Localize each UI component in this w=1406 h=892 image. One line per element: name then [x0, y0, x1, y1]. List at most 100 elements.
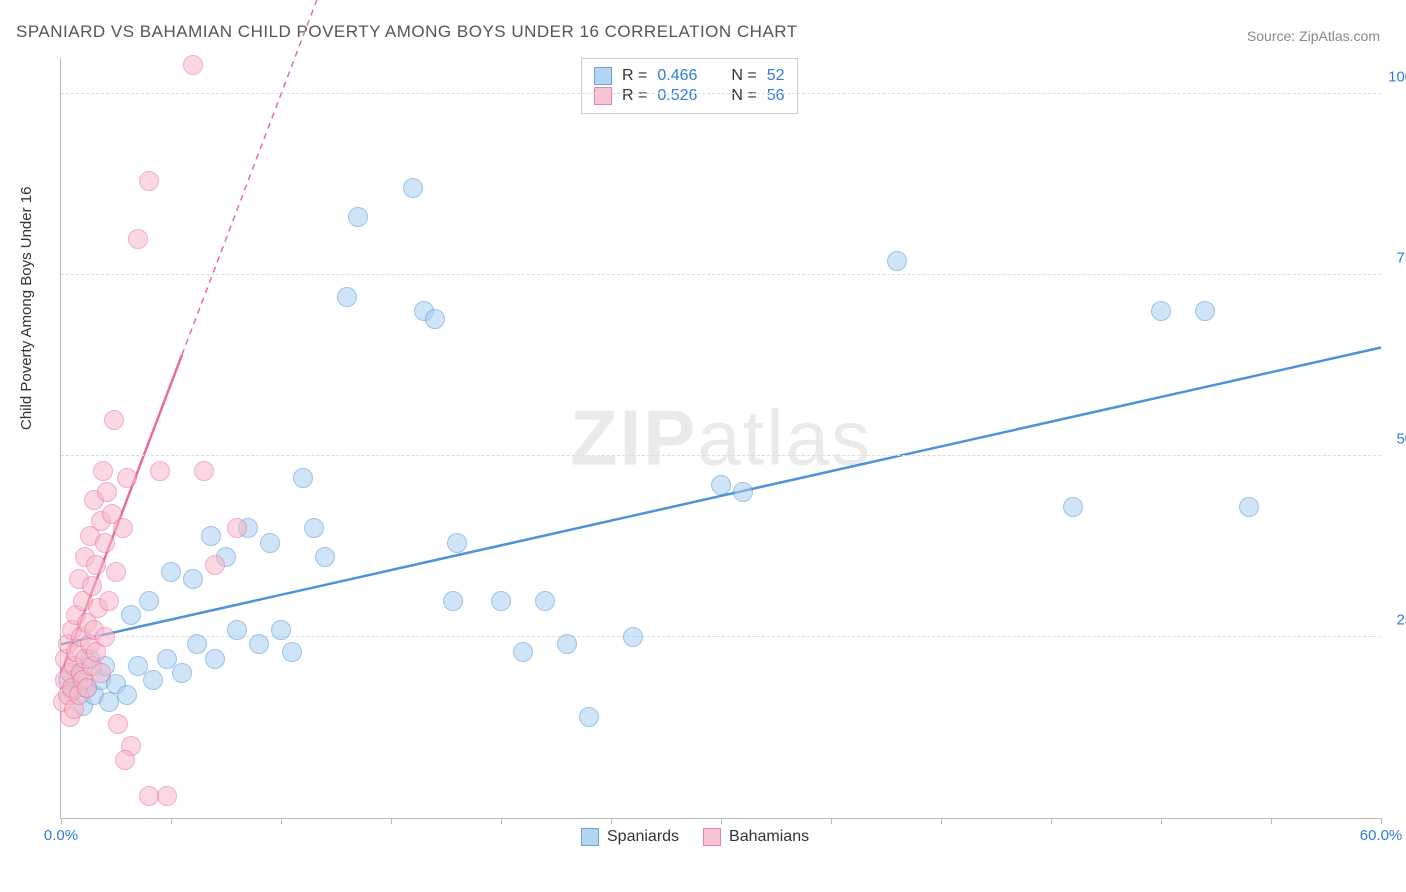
data-point [139, 591, 159, 611]
y-tick-label: 75.0% [1385, 250, 1406, 267]
x-tick-label: 60.0% [1360, 827, 1403, 844]
scatter-plot-area: ZIPatlas R =0.466N =52R =0.526N =56 Span… [60, 58, 1381, 819]
data-point [1195, 301, 1215, 321]
data-point [139, 171, 159, 191]
data-point [887, 251, 907, 271]
data-point [1063, 497, 1083, 517]
data-point [348, 207, 368, 227]
x-tick [281, 818, 282, 824]
data-point [104, 410, 124, 430]
data-point [99, 591, 119, 611]
x-tick [941, 818, 942, 824]
trend-line [61, 348, 1381, 645]
legend-label: Bahamians [729, 828, 809, 846]
n-label: N = [731, 87, 756, 105]
legend-swatch [594, 87, 612, 105]
data-point [205, 555, 225, 575]
data-point [108, 714, 128, 734]
data-point [443, 591, 463, 611]
data-point [227, 518, 247, 538]
y-axis-label: Child Poverty Among Boys Under 16 [18, 187, 35, 430]
data-point [113, 518, 133, 538]
legend-swatch [594, 67, 612, 85]
data-point [535, 591, 555, 611]
data-point [447, 533, 467, 553]
data-point [95, 627, 115, 647]
data-point [201, 526, 221, 546]
legend-swatch [581, 828, 599, 846]
legend-item: Bahamians [703, 828, 809, 846]
data-point [711, 475, 731, 495]
x-tick [391, 818, 392, 824]
data-point [82, 576, 102, 596]
gridline [61, 93, 1381, 94]
r-label: R = [622, 67, 647, 85]
legend-row: R = 0.526 N = 56 [594, 87, 785, 105]
y-tick-label: 25.0% [1385, 612, 1406, 629]
data-point [293, 468, 313, 488]
data-point [513, 642, 533, 662]
data-point [97, 482, 117, 502]
data-point [128, 229, 148, 249]
data-point [304, 518, 324, 538]
data-point [183, 55, 203, 75]
chart-title: SPANIARD VS BAHAMIAN CHILD POVERTY AMONG… [16, 22, 798, 42]
data-point [337, 287, 357, 307]
data-point [86, 555, 106, 575]
data-point [183, 569, 203, 589]
data-point [91, 663, 111, 683]
data-point [260, 533, 280, 553]
x-tick [831, 818, 832, 824]
data-point [115, 750, 135, 770]
gridline [61, 455, 1381, 456]
legend-swatch [703, 828, 721, 846]
source-attribution: Source: ZipAtlas.com [1247, 28, 1380, 44]
source-link[interactable]: ZipAtlas.com [1299, 28, 1380, 44]
r-value: 0.466 [657, 67, 697, 85]
x-tick [1271, 818, 1272, 824]
r-label: R = [622, 87, 647, 105]
x-tick [61, 818, 62, 824]
data-point [95, 533, 115, 553]
data-point [733, 482, 753, 502]
y-tick-label: 100.0% [1385, 69, 1406, 86]
x-tick [611, 818, 612, 824]
x-tick [171, 818, 172, 824]
data-point [1239, 497, 1259, 517]
data-point [121, 605, 141, 625]
x-tick-label: 0.0% [44, 827, 78, 844]
data-point [194, 461, 214, 481]
x-tick [1161, 818, 1162, 824]
data-point [425, 309, 445, 329]
data-point [491, 591, 511, 611]
gridline [61, 274, 1381, 275]
n-value: 56 [767, 87, 785, 105]
x-tick [1051, 818, 1052, 824]
data-point [143, 670, 163, 690]
source-label: Source: [1247, 28, 1295, 44]
r-value: 0.526 [657, 87, 697, 105]
data-point [227, 620, 247, 640]
legend-label: Spaniards [607, 828, 679, 846]
legend-item: Spaniards [581, 828, 679, 846]
data-point [315, 547, 335, 567]
y-tick-label: 50.0% [1385, 431, 1406, 448]
data-point [161, 562, 181, 582]
data-point [117, 468, 137, 488]
data-point [157, 786, 177, 806]
data-point [579, 707, 599, 727]
data-point [106, 562, 126, 582]
data-point [282, 642, 302, 662]
watermark: ZIPatlas [570, 393, 872, 484]
x-tick [1381, 818, 1382, 824]
x-tick [501, 818, 502, 824]
data-point [117, 685, 137, 705]
data-point [172, 663, 192, 683]
data-point [1151, 301, 1171, 321]
data-point [187, 634, 207, 654]
legend-row: R =0.466N =52 [594, 67, 785, 85]
n-label: N = [731, 67, 756, 85]
data-point [271, 620, 291, 640]
data-point [623, 627, 643, 647]
data-point [403, 178, 423, 198]
